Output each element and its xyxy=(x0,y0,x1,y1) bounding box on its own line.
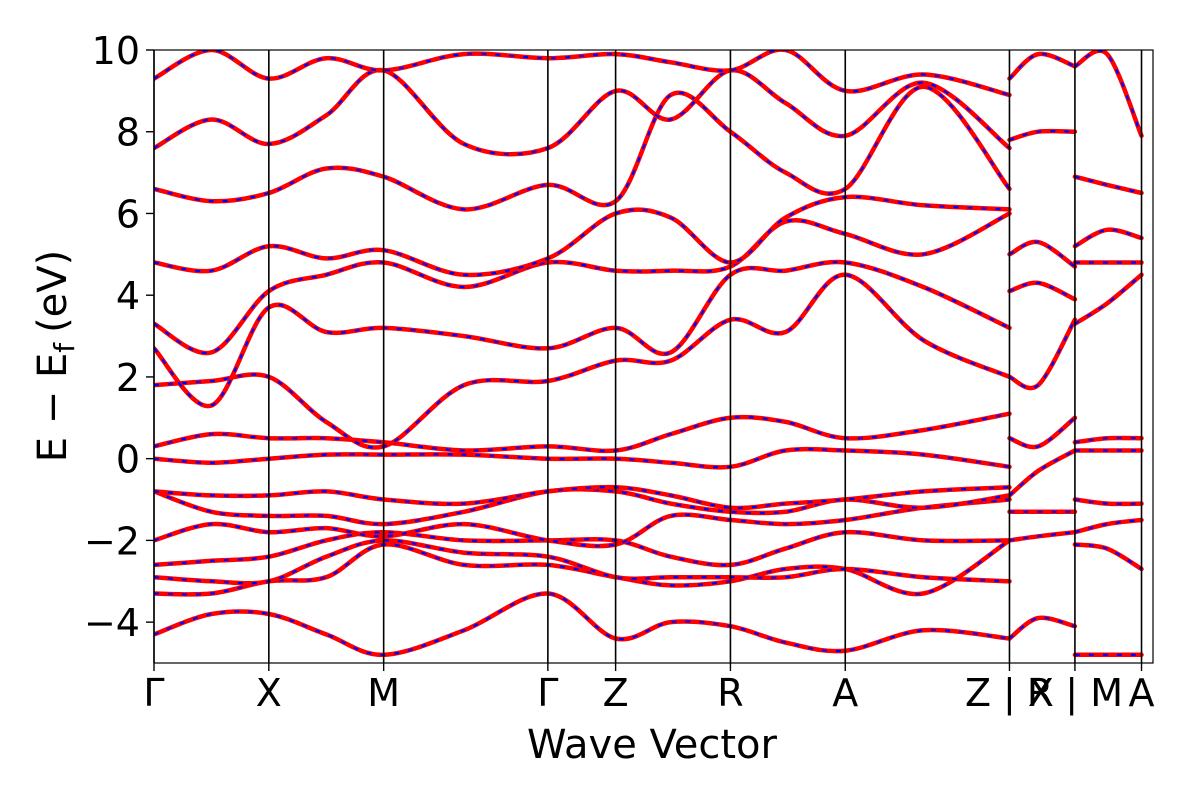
band-32 xyxy=(1072,435,1144,445)
band-15-dashed-overlay xyxy=(154,69,1011,156)
band-16-dashed-overlay xyxy=(154,50,1010,97)
band-37-line xyxy=(1072,50,1144,139)
band-30-dashed-overlay xyxy=(1074,498,1142,506)
x-tick-label-5: Z xyxy=(603,671,629,715)
band-25-dashed-overlay xyxy=(1009,130,1075,141)
band-36 xyxy=(1072,174,1144,196)
y-tick-label-5: 4 xyxy=(116,274,140,318)
band-1-dashed-overlay xyxy=(154,592,1010,656)
band-37 xyxy=(1072,50,1144,139)
x-tick-label-7: A xyxy=(832,671,858,715)
band-22 xyxy=(1007,317,1078,391)
x-tick-label-6: R xyxy=(717,671,743,715)
band-28-line xyxy=(1072,542,1144,572)
x-axis-label: Wave Vector xyxy=(527,722,778,768)
x-tick-label-1: Γ xyxy=(143,671,164,715)
y-tick-label-2: −2 xyxy=(84,519,140,563)
band-32-dashed-overlay xyxy=(1074,436,1142,444)
band-10-dashed-overlay xyxy=(154,273,1010,449)
y-tick-label-8: 10 xyxy=(92,29,140,73)
band-1 xyxy=(154,591,1012,658)
band-18-line xyxy=(1007,529,1078,543)
band-7-dashed-overlay xyxy=(154,486,1010,510)
band-9 xyxy=(154,411,1012,454)
y-tick-label-1: −4 xyxy=(84,601,140,645)
band-4-line xyxy=(154,529,1012,568)
y-tick-label-4: 2 xyxy=(116,356,140,400)
band-29 xyxy=(1072,517,1144,535)
y-tick-label-6: 6 xyxy=(116,192,140,236)
band-23 xyxy=(1007,280,1078,302)
band-10 xyxy=(154,272,1012,450)
band-24-line xyxy=(1007,239,1078,269)
band-28 xyxy=(1072,542,1144,572)
band-21-line xyxy=(1007,415,1078,450)
y-axis-label-unit: (eV) xyxy=(30,250,76,333)
band-35-line xyxy=(1072,227,1144,249)
band-8 xyxy=(154,446,1012,470)
series-layer xyxy=(154,50,1144,658)
band-28-dashed-overlay xyxy=(1074,543,1143,570)
band-18-dashed-overlay xyxy=(1009,531,1076,542)
x-tick-label-3: M xyxy=(367,671,400,715)
band-18 xyxy=(1007,529,1078,543)
band-20-dashed-overlay xyxy=(1008,449,1076,497)
x-tick-label-8: Z | X xyxy=(965,671,1054,716)
band-23-dashed-overlay xyxy=(1009,281,1076,301)
x-tick-label-10: A xyxy=(1129,671,1155,715)
band-26 xyxy=(1007,51,1078,81)
band-24 xyxy=(1007,239,1078,269)
band-36-dashed-overlay xyxy=(1074,175,1142,195)
high-symmetry-lines xyxy=(153,50,1143,663)
x-tick-label-9: R | M xyxy=(1027,671,1123,716)
y-tick-label-3: 0 xyxy=(116,438,140,482)
plot-frame xyxy=(153,49,1154,664)
band-29-dashed-overlay xyxy=(1074,518,1142,534)
band-16 xyxy=(154,50,1012,98)
band-25 xyxy=(1007,128,1078,143)
band-1-line xyxy=(154,591,1012,658)
band-22-line xyxy=(1007,317,1078,391)
band-11-dashed-overlay xyxy=(154,260,1010,407)
band-30 xyxy=(1072,497,1144,507)
band-24-dashed-overlay xyxy=(1008,240,1076,268)
band-14-line xyxy=(154,84,1012,212)
band-14-dashed-overlay xyxy=(154,85,1011,211)
band-35 xyxy=(1072,227,1144,249)
y-axis-label-subscript: f xyxy=(48,342,81,353)
y-axis-label-main: E − E xyxy=(30,353,76,463)
band-37-dashed-overlay xyxy=(1074,50,1143,137)
band-5-dashed-overlay xyxy=(154,498,1010,548)
band-21-dashed-overlay xyxy=(1009,416,1076,449)
band-9-dashed-overlay xyxy=(154,412,1010,452)
band-26-line xyxy=(1007,51,1078,81)
band-20 xyxy=(1007,448,1078,498)
band-33 xyxy=(1072,272,1144,327)
x-tick-label-2: X xyxy=(256,671,282,715)
y-tick-label-7: 8 xyxy=(116,111,140,155)
y-axis-label: E − Ef (eV) xyxy=(30,250,81,463)
band-22-dashed-overlay xyxy=(1008,319,1076,390)
band-20-line xyxy=(1007,448,1078,498)
band-23-line xyxy=(1007,280,1078,302)
band-4 xyxy=(154,529,1012,568)
band-14 xyxy=(154,84,1012,212)
band-8-dashed-overlay xyxy=(154,448,1010,469)
band-33-dashed-overlay xyxy=(1074,273,1143,325)
band-17 xyxy=(1007,615,1078,641)
x-tick-label-4: Γ xyxy=(537,671,558,715)
y-axis: −4 −2 0 2 4 6 8 10 xyxy=(84,29,154,645)
band-17-line xyxy=(1007,615,1078,641)
band-9-line xyxy=(154,411,1012,454)
band-21 xyxy=(1007,415,1078,450)
